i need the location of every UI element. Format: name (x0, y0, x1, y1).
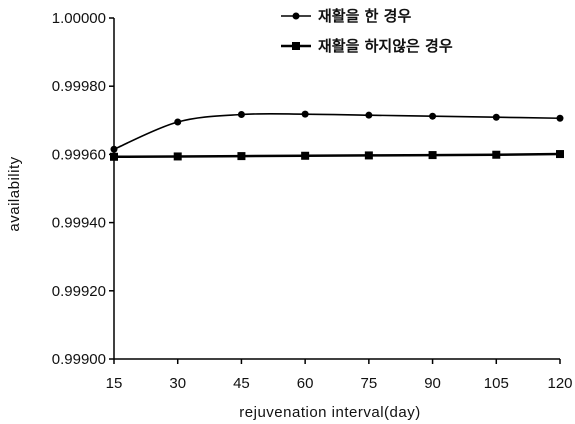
x-axis-ticks: 15 30 45 60 75 90 105 120 (106, 359, 573, 392)
series-2-point (237, 152, 246, 161)
series-1-point (174, 118, 182, 126)
x-axis-title: rejuvenation interval(day) (239, 404, 420, 421)
legend-item-series-2: 재활을 하지않은 경우 (281, 37, 453, 55)
series-2-point (173, 152, 182, 161)
legend-item-series-1: 재활을 한 경우 (281, 7, 411, 25)
series-1-point (237, 111, 245, 119)
y-tick-label: 0.99900 (52, 351, 106, 368)
series-layer (110, 110, 564, 161)
x-tick-label: 75 (361, 375, 378, 392)
y-tick-label: 1.00000 (52, 10, 106, 27)
series-1-point (301, 110, 309, 118)
legend: 재활을 한 경우 재활을 하지않은 경우 (281, 7, 453, 55)
legend-label-series-1: 재활을 한 경우 (318, 7, 411, 25)
series-1-point (110, 145, 118, 153)
x-tick-label: 60 (297, 375, 314, 392)
x-tick-label: 90 (424, 375, 441, 392)
legend-label-series-2: 재활을 하지않은 경우 (318, 37, 453, 55)
y-tick-label: 0.99980 (52, 78, 106, 95)
series-2-point (556, 150, 564, 159)
x-tick-label: 15 (106, 375, 123, 392)
series-1-point (556, 114, 564, 122)
y-tick-label: 0.99960 (52, 146, 106, 163)
y-axis-title: availability (6, 156, 23, 231)
series-1-point (429, 112, 437, 120)
series-2-point (492, 150, 501, 159)
x-tick-label: 120 (547, 375, 572, 392)
legend-swatch-marker-circle (292, 12, 300, 20)
series-1-point (492, 113, 500, 121)
y-tick-label: 0.99940 (52, 215, 106, 232)
series-1-point (365, 111, 373, 119)
series-2-point (364, 151, 373, 160)
y-axis-ticks: 0.99900 0.99920 0.99940 0.99960 0.99980 1.000… (52, 10, 114, 368)
x-tick-label: 45 (233, 375, 250, 392)
legend-swatch-marker-square (292, 42, 300, 50)
x-tick-label: 105 (484, 375, 509, 392)
series-2-line (113, 152, 561, 159)
x-tick-label: 30 (169, 375, 186, 392)
y-tick-label: 0.99920 (52, 283, 106, 300)
series-2-point (428, 151, 437, 160)
series-2-point (301, 151, 310, 160)
series-1-line (113, 112, 561, 151)
series-2-point (110, 152, 118, 161)
